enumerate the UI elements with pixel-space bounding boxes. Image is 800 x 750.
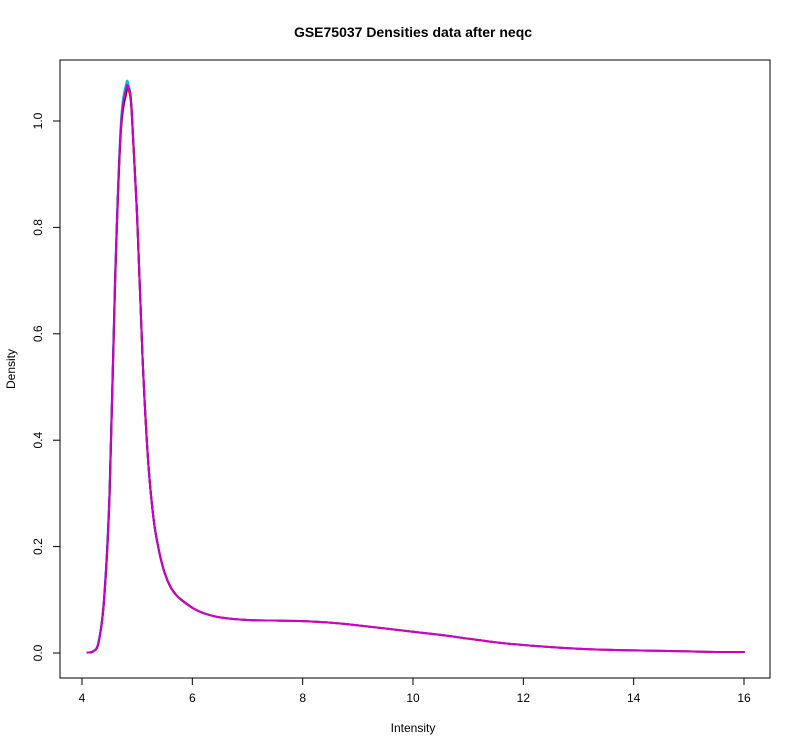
x-tick-label: 12 <box>517 691 531 705</box>
x-axis: 4 6 8 10 12 14 16 <box>79 677 751 705</box>
x-tick-label: 6 <box>189 691 196 705</box>
x-tick-label: 8 <box>299 691 306 705</box>
y-axis-label: Density <box>4 349 18 389</box>
y-tick-label: 0.6 <box>31 325 45 342</box>
x-tick-label: 4 <box>79 691 86 705</box>
density-line-4 <box>86 85 194 654</box>
x-tick-label: 14 <box>627 691 641 705</box>
plot-frame <box>59 59 771 679</box>
density-line-1 <box>86 84 745 654</box>
density-line-2 <box>86 79 745 654</box>
y-tick-label: 0.4 <box>31 432 45 449</box>
x-axis-label: Intensity <box>391 721 436 735</box>
chart-title: GSE75037 Densities data after neqc <box>294 24 532 40</box>
y-tick-label: 0.2 <box>31 538 45 555</box>
x-tick-label: 10 <box>406 691 420 705</box>
x-tick-label: 16 <box>737 691 751 705</box>
density-series-group <box>86 79 745 654</box>
y-tick-label: 0.8 <box>31 219 45 236</box>
density-line-3 <box>86 88 745 654</box>
y-axis: 0.0 0.2 0.4 0.6 0.8 1.0 <box>31 112 61 661</box>
y-tick-label: 1.0 <box>31 112 45 129</box>
density-line-5 <box>86 84 745 654</box>
y-tick-label: 0.0 <box>31 644 45 661</box>
